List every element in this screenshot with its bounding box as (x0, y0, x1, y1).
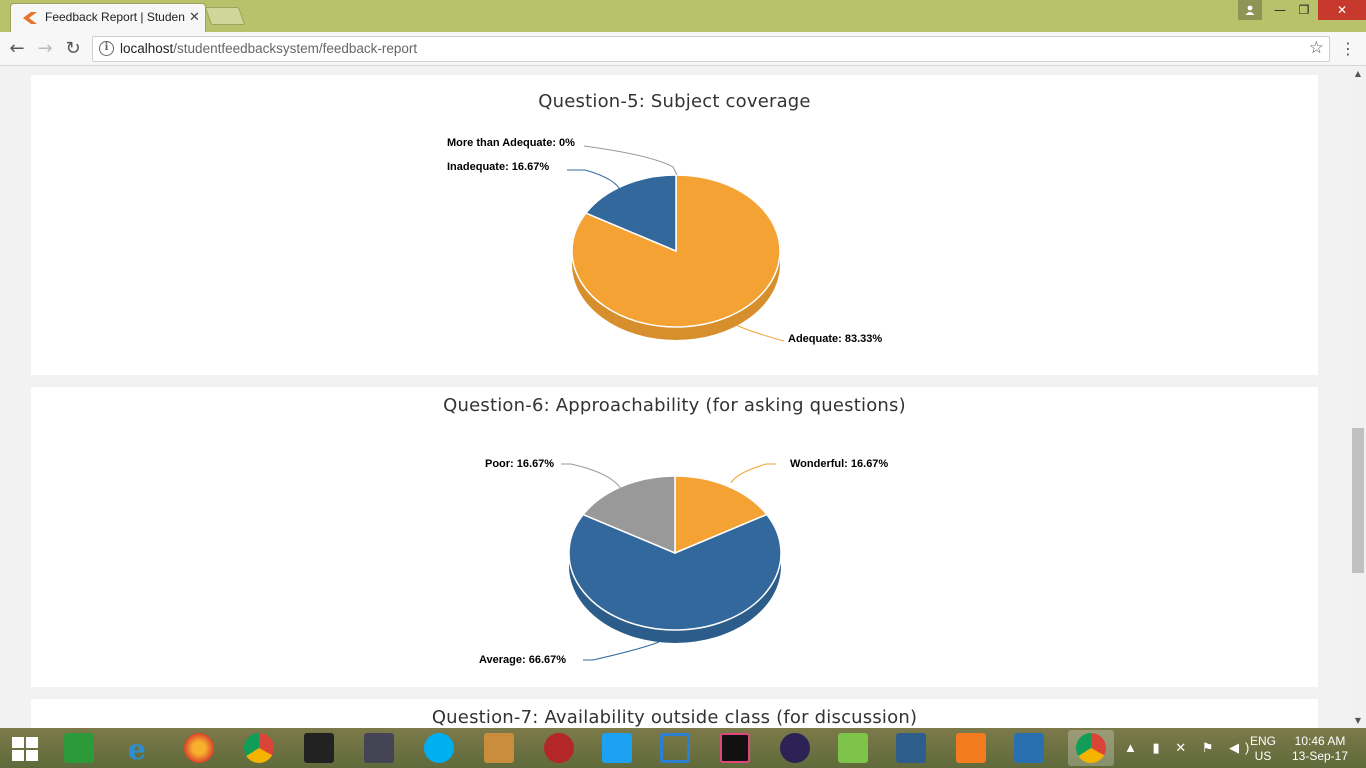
label-more-than-adequate: More than Adequate: 0% (447, 137, 575, 149)
page-viewport: Question-5: Subject coverage More than A… (0, 67, 1350, 728)
question-7-title: Question-7: Availability outside class (… (431, 707, 918, 728)
leader-average (583, 641, 660, 661)
question-7-card: Question-7: Availability outside class (… (31, 699, 1318, 728)
minimize-button[interactable]: — (1274, 3, 1286, 17)
store-icon[interactable] (64, 733, 94, 763)
new-tab-button[interactable] (204, 7, 246, 25)
question-6-pie-chart: Poor: 16.67% Wonderful: 16.67% Average: … (479, 458, 888, 666)
app-favicon-icon (23, 12, 37, 24)
pie-slice-poor[interactable] (581, 475, 676, 555)
firefox-icon[interactable] (184, 733, 214, 763)
region-code: US (1254, 749, 1272, 763)
xampp-icon[interactable] (956, 733, 986, 763)
svg-text:e: e (128, 733, 146, 763)
browser-tab[interactable]: Feedback Report | Student Feedback Syste… (10, 3, 206, 32)
app-icon-3[interactable] (484, 733, 514, 763)
question-5-card: Question-5: Subject coverage More than A… (31, 75, 1318, 375)
url-host: localhost (120, 41, 174, 56)
app-icon-4[interactable] (544, 733, 574, 763)
skype-icon[interactable] (424, 733, 454, 763)
label-wonderful: Wonderful: 16.67% (790, 458, 888, 470)
window-close-button[interactable]: ✕ (1318, 0, 1366, 20)
chrome-active-taskbar-button[interactable] (1068, 730, 1114, 766)
input-language[interactable]: ENG US (1246, 734, 1280, 768)
label-inadequate: Inadequate: 16.67% (447, 161, 549, 173)
windows-taskbar: e ▲ ▮ ✕ ⚑ ◀) ENG US 10:46 AM 13-Sep-17 (0, 728, 1366, 768)
label-poor: Poor: 16.67% (485, 458, 554, 470)
app-icon-5[interactable] (1014, 733, 1044, 763)
bookmark-star-icon[interactable]: ☆ (1308, 38, 1324, 58)
url-text[interactable]: localhost/studentfeedbacksystem/feedback… (120, 41, 417, 56)
leader-poor (561, 463, 622, 490)
scroll-down-arrow-icon[interactable]: ▼ (1354, 716, 1362, 725)
pie-slice-wonderful[interactable] (674, 475, 769, 555)
scroll-up-arrow-icon[interactable]: ▲ (1354, 69, 1362, 78)
pie-slice-average[interactable] (568, 513, 782, 631)
label-average: Average: 66.67% (479, 654, 566, 666)
restore-button[interactable]: ❐ (1298, 3, 1310, 17)
windows-start-icon[interactable] (12, 737, 38, 761)
pie-side-adequate (572, 251, 780, 340)
lang-code: ENG (1249, 734, 1276, 748)
app-icon-1[interactable] (304, 733, 334, 763)
app-icon-2[interactable] (364, 733, 394, 763)
eclipse-icon[interactable] (780, 733, 810, 763)
address-bar[interactable]: i localhost/studentfeedbacksystem/feedba… (92, 36, 1330, 62)
question-6-card: Question-6: Approachability (for asking … (31, 387, 1318, 687)
reload-button[interactable]: ↻ (65, 38, 81, 59)
tab-title: Feedback Report | Student Feedback Syste… (45, 10, 185, 24)
clock-time: 10:46 AM (1294, 734, 1346, 748)
leader-more-than-adequate (583, 145, 678, 176)
intellij-idea-icon[interactable] (720, 733, 750, 763)
clock-date: 13-Sep-17 (1291, 749, 1349, 763)
visual-studio-code-icon[interactable] (660, 733, 690, 763)
system-tray-icons[interactable]: ▲ ▮ ✕ ⚑ ◀) (1124, 740, 1256, 755)
question-5-title: Question-5: Subject coverage (538, 91, 811, 112)
chrome-icon[interactable] (244, 733, 274, 763)
browser-toolbar: ← → ↻ i localhost/studentfeedbacksystem/… (0, 32, 1366, 66)
browser-menu-icon[interactable]: ⋮ (1340, 39, 1356, 58)
mysql-workbench-icon[interactable] (896, 733, 926, 763)
label-adequate: Adequate: 83.33% (788, 333, 882, 345)
page-scrollbar[interactable]: ▲ ▼ (1350, 67, 1366, 728)
leader-wonderful (730, 463, 776, 484)
pie-slice-inadequate[interactable] (584, 174, 677, 253)
twitter-icon[interactable] (602, 733, 632, 763)
forward-button[interactable]: → (37, 38, 53, 59)
question-6-title: Question-6: Approachability (for asking … (443, 395, 906, 416)
question-5-pie-chart: More than Adequate: 0% Inadequate: 16.67… (447, 137, 882, 345)
leader-inadequate (567, 169, 622, 193)
url-path: /studentfeedbacksystem/feedback-report (173, 41, 418, 56)
internet-explorer-icon[interactable]: e (124, 733, 154, 766)
window-titlebar: Feedback Report | Student Feedback Syste… (0, 0, 1366, 32)
notepad-plus-plus-icon[interactable] (838, 733, 868, 763)
back-button[interactable]: ← (9, 38, 25, 59)
tab-close-icon[interactable]: ✕ (189, 10, 200, 25)
site-info-icon[interactable]: i (99, 41, 114, 56)
leader-adequate (735, 324, 785, 342)
user-profile-icon[interactable] (1238, 0, 1262, 20)
scrollbar-thumb[interactable] (1352, 428, 1364, 573)
taskbar-clock[interactable]: 10:46 AM 13-Sep-17 (1288, 734, 1352, 768)
